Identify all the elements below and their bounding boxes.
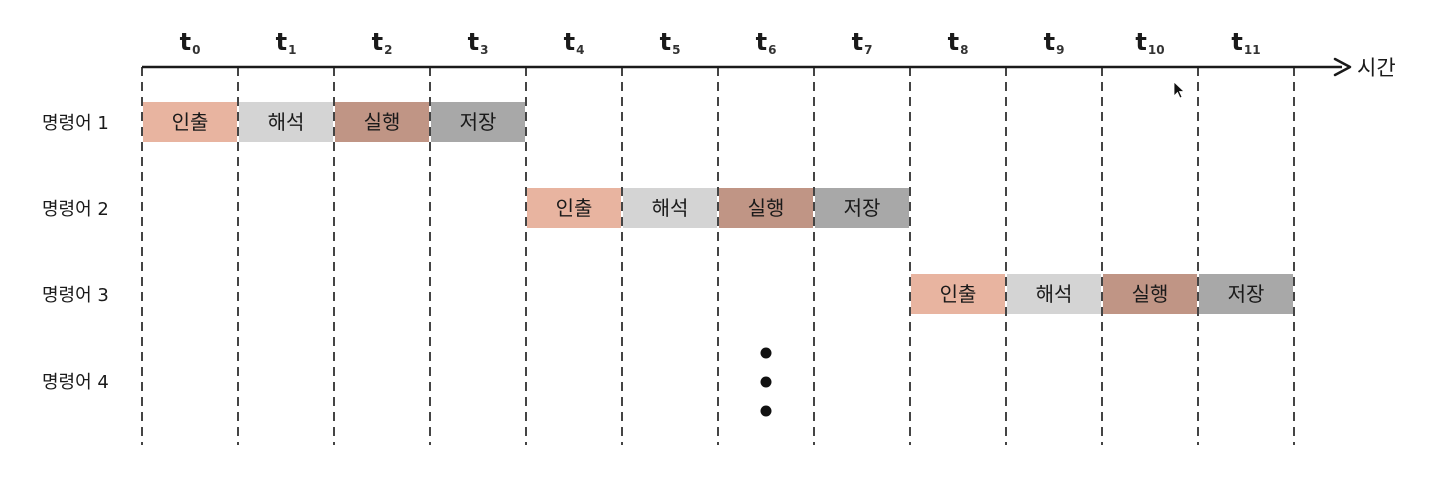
time-axis-label: 시간 bbox=[1357, 56, 1396, 80]
time-tick-subscript: 2 bbox=[384, 43, 392, 57]
stage-block bbox=[623, 188, 717, 228]
time-tick-label: t3 bbox=[468, 28, 489, 57]
stage-label: 해석 bbox=[268, 110, 305, 134]
stage-label: 실행 bbox=[364, 110, 401, 134]
time-tick-labels: t0 t1 t2 t3 t4 t5 t6 t7 t8 t9 t10 t11 bbox=[180, 28, 1261, 57]
stage-block bbox=[527, 188, 621, 228]
stage-label: 인출 bbox=[172, 110, 209, 134]
mouse-cursor-icon bbox=[1173, 81, 1186, 99]
time-tick-label: t6 bbox=[756, 28, 777, 57]
continuation-dot bbox=[760, 405, 772, 417]
time-tick-label: t1 bbox=[276, 28, 297, 57]
time-tick-subscript: 4 bbox=[576, 43, 584, 57]
time-tick-label: t4 bbox=[564, 28, 585, 57]
time-tick-subscript: 6 bbox=[768, 43, 776, 57]
time-tick-subscript: 11 bbox=[1244, 43, 1261, 57]
time-gridlines bbox=[141, 67, 1295, 445]
time-tick-label: t0 bbox=[180, 28, 201, 57]
time-tick-label: t11 bbox=[1231, 28, 1260, 57]
time-tick-label: t7 bbox=[852, 28, 873, 57]
stage-block bbox=[815, 188, 909, 228]
time-tick-subscript: 1 bbox=[288, 43, 296, 57]
stage-block bbox=[911, 274, 1005, 314]
continuation-dot bbox=[760, 347, 772, 359]
instruction-label: 명령어 4 bbox=[42, 372, 109, 393]
stage-block bbox=[1199, 274, 1293, 314]
stage-block bbox=[719, 188, 813, 228]
stage-label: 실행 bbox=[748, 196, 785, 220]
stage-block bbox=[431, 102, 525, 142]
time-tick-label: t5 bbox=[660, 28, 681, 57]
stage-block bbox=[335, 102, 429, 142]
instruction-label: 명령어 1 bbox=[42, 113, 109, 134]
instruction-label: 명령어 3 bbox=[42, 285, 109, 306]
stage-block bbox=[239, 102, 333, 142]
time-tick-subscript: 9 bbox=[1056, 43, 1064, 57]
stage-label: 저장 bbox=[460, 110, 497, 134]
instruction-label: 명령어 2 bbox=[42, 199, 109, 220]
time-tick-label: t10 bbox=[1135, 28, 1164, 57]
time-tick-label: t9 bbox=[1044, 28, 1065, 57]
time-tick-subscript: 0 bbox=[192, 43, 200, 57]
stage-block bbox=[1007, 274, 1101, 314]
stage-label: 저장 bbox=[844, 196, 881, 220]
stage-block bbox=[1103, 274, 1197, 314]
continuation-dots: ⋮ bbox=[760, 347, 772, 417]
time-tick-label: t8 bbox=[948, 28, 969, 57]
stage-block bbox=[143, 102, 237, 142]
continuation-ellipsis: ⋮ bbox=[760, 347, 772, 417]
time-tick-subscript: 8 bbox=[960, 43, 968, 57]
stage-label: 저장 bbox=[1228, 282, 1265, 306]
time-tick-subscript: 3 bbox=[480, 43, 488, 57]
instruction-row-labels: 명령어 1 명령어 2 명령어 3 명령어 4 bbox=[42, 113, 109, 393]
time-axis: 시간 bbox=[142, 56, 1396, 80]
stage-label: 인출 bbox=[556, 196, 593, 220]
stage-label: 실행 bbox=[1132, 282, 1169, 306]
stage-label: 해석 bbox=[1036, 282, 1073, 306]
time-tick-subscript: 7 bbox=[864, 43, 872, 57]
continuation-dot bbox=[760, 376, 772, 388]
time-axis-arrowhead bbox=[1333, 57, 1352, 77]
stage-label: 해석 bbox=[652, 196, 689, 220]
time-tick-label: t2 bbox=[372, 28, 393, 57]
time-tick-subscript: 5 bbox=[672, 43, 680, 57]
stage-label: 인출 bbox=[940, 282, 977, 306]
time-tick-subscript: 10 bbox=[1148, 43, 1165, 57]
